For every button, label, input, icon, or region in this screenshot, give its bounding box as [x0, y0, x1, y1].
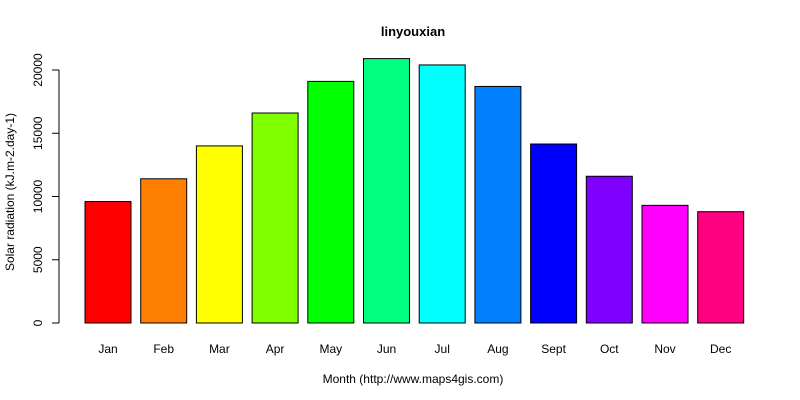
y-tick-label: 15000 — [31, 116, 45, 150]
bar-oct — [585, 175, 633, 324]
x-tick-label: Sept — [541, 342, 566, 356]
y-tick-label: 10000 — [31, 179, 45, 213]
bar-jul — [418, 64, 466, 324]
x-tick-label: Jan — [98, 342, 117, 356]
y-tick-label: 0 — [31, 319, 45, 326]
bar-jun — [363, 58, 410, 324]
bar-mar — [195, 145, 243, 324]
x-tick-label: Feb — [153, 342, 174, 356]
x-ticks: Jan Feb Mar Apr May Jun Jul Aug Sept Oct Nov Dec — [98, 342, 731, 356]
x-tick-label: Apr — [266, 342, 285, 356]
bar-may — [307, 80, 355, 324]
bar-feb — [140, 178, 188, 324]
x-tick-label: Aug — [487, 342, 508, 356]
x-tick-label: Jun — [377, 342, 396, 356]
y-axis-label: Solar radiation (kJ.m-2.day-1) — [3, 113, 17, 271]
bars — [84, 58, 745, 324]
bar-aug — [474, 85, 522, 324]
bar-dec — [697, 211, 745, 324]
bar-sept — [530, 143, 578, 324]
x-axis-label: Month (http://www.maps4gis.com) — [323, 372, 504, 386]
y-tick-label: 5000 — [31, 246, 45, 273]
chart-title: linyouxian — [381, 24, 445, 39]
y-ticks: 0 5000 10000 15000 20000 — [31, 53, 59, 326]
x-tick-label: Nov — [654, 342, 675, 356]
bar-jan — [84, 201, 132, 324]
x-tick-label: Mar — [209, 342, 230, 356]
bar-apr — [251, 112, 299, 324]
x-tick-label: Oct — [600, 342, 619, 356]
x-tick-label: Jul — [435, 342, 450, 356]
bar-nov — [641, 204, 689, 324]
x-tick-label: Dec — [710, 342, 731, 356]
x-tick-label: May — [319, 342, 342, 356]
y-tick-label: 20000 — [31, 53, 45, 87]
